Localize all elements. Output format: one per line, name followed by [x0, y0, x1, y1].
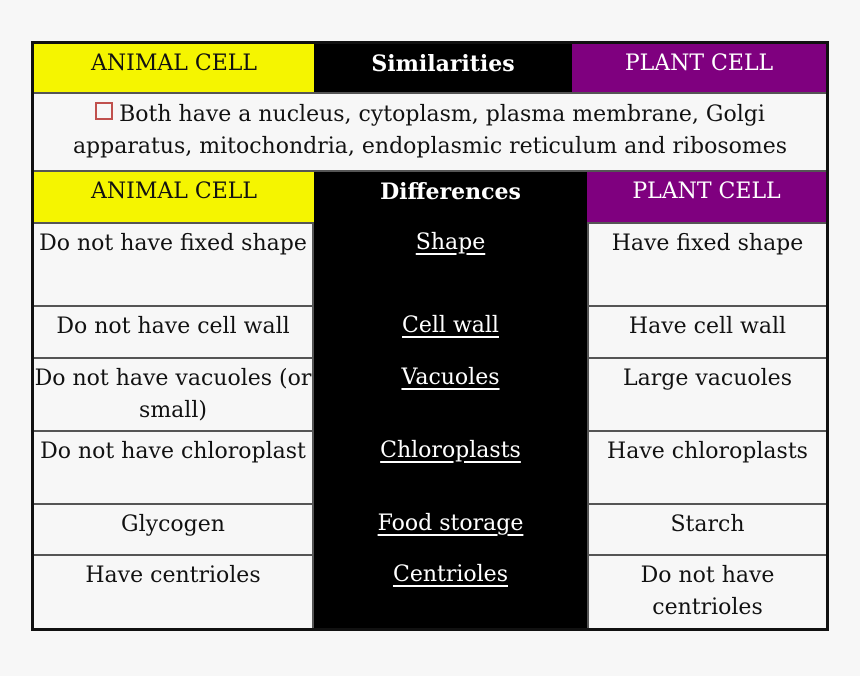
animal-value: Do not have vacuoles (or small) — [34, 357, 314, 430]
feature-label: Food storage — [377, 511, 524, 536]
feature-label: Shape — [415, 230, 486, 255]
animal-value: Do not have chloroplast — [34, 430, 314, 503]
difference-row-cell-wall: Do not have cell wall Cell wall Have cel… — [34, 305, 826, 357]
animal-cell-header: ANIMAL CELL — [34, 44, 314, 92]
feature-label: Chloroplasts — [380, 438, 521, 463]
similarities-text: Both have a nucleus, cytoplasm, plasma m… — [34, 94, 826, 170]
plant-value: Have cell wall — [587, 305, 826, 357]
animal-value: Glycogen — [34, 503, 314, 554]
animal-cell-header: ANIMAL CELL — [34, 172, 314, 222]
difference-row-chloroplasts: Do not have chloroplast Chloroplasts Hav… — [34, 430, 826, 503]
animal-value: Do not have fixed shape — [34, 222, 314, 305]
feature-label: Centrioles — [392, 562, 508, 587]
differences-header-row: ANIMAL CELL Differences PLANT CELL — [34, 170, 826, 222]
plant-value: Have fixed shape — [587, 222, 826, 305]
similarities-line-2: apparatus, mitochondria, endoplasmic ret… — [72, 134, 788, 159]
cell-comparison-table: ANIMAL CELL Similarities PLANT CELL Both… — [31, 41, 829, 631]
differences-header: Differences — [314, 172, 587, 222]
plant-cell-header: PLANT CELL — [587, 172, 826, 222]
animal-value: Do not have cell wall — [34, 305, 314, 357]
difference-row-vacuoles: Do not have vacuoles (or small) Vacuoles… — [34, 357, 826, 430]
difference-row-food-storage: Glycogen Food storage Starch — [34, 503, 826, 554]
similarities-header: Similarities — [314, 44, 572, 92]
similarities-header-row: ANIMAL CELL Similarities PLANT CELL — [34, 44, 826, 92]
similarities-line-1: Both have a nucleus, cytoplasm, plasma m… — [119, 102, 765, 127]
plant-value: Large vacuoles — [587, 357, 826, 430]
difference-row-shape: Do not have fixed shape Shape Have fixed… — [34, 222, 826, 305]
feature-label: Vacuoles — [401, 365, 500, 390]
feature-label: Cell wall — [402, 313, 499, 338]
similarities-row: Both have a nucleus, cytoplasm, plasma m… — [34, 92, 826, 170]
plant-value: Do not have centrioles — [587, 554, 826, 628]
animal-value: Have centrioles — [34, 554, 314, 628]
hollow-square-bullet-icon — [95, 102, 114, 120]
plant-value: Starch — [587, 503, 826, 554]
difference-row-centrioles: Have centrioles Centrioles Do not have c… — [34, 554, 826, 628]
plant-value: Have chloroplasts — [587, 430, 826, 503]
plant-cell-header: PLANT CELL — [572, 44, 826, 92]
